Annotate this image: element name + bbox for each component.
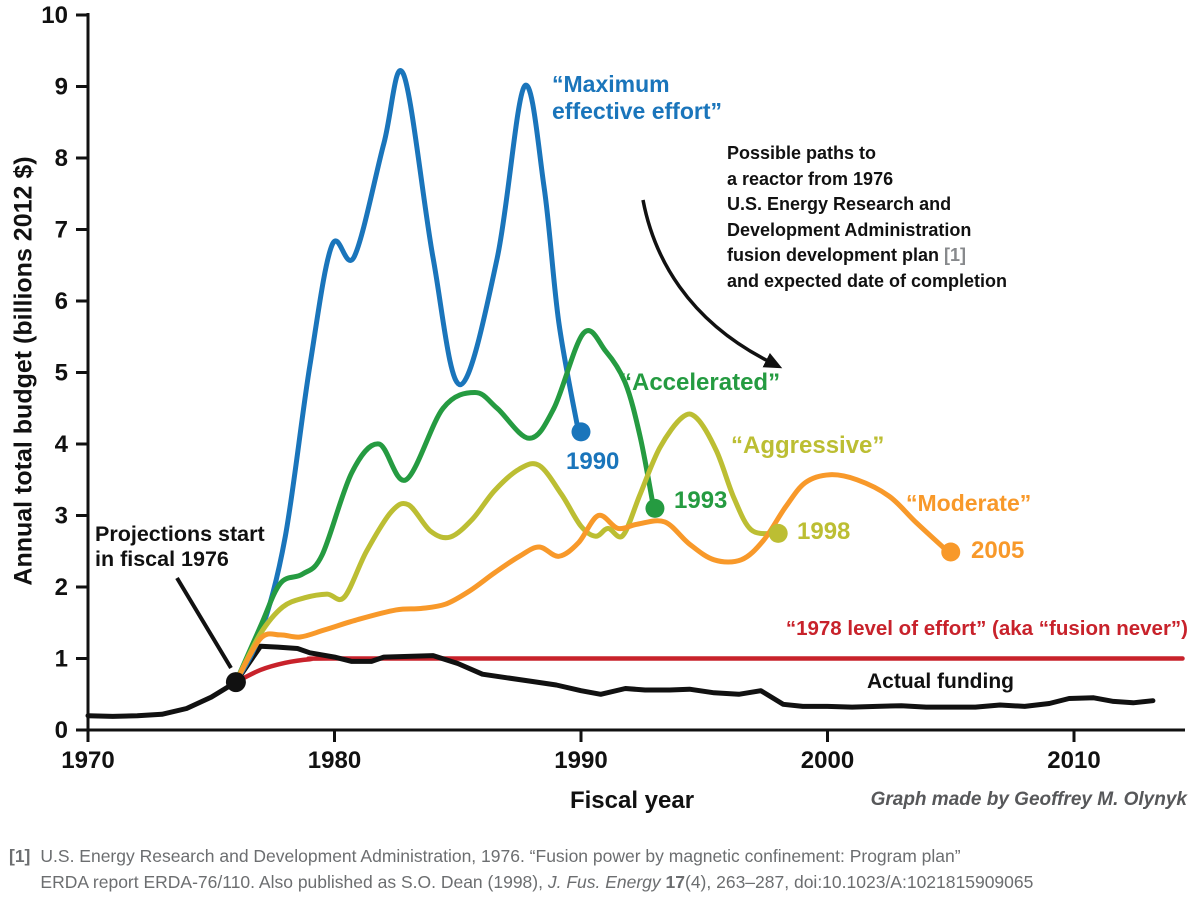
x-tick-label: 1990 xyxy=(554,747,607,774)
y-tick-label: 5 xyxy=(55,360,68,387)
credit-line: Graph made by Geoffrey M. Olynyk xyxy=(870,789,1187,810)
series-label-aggressive: “Aggressive” xyxy=(731,432,885,459)
x-tick-label: 2000 xyxy=(801,747,854,774)
y-tick-label: 0 xyxy=(55,717,68,744)
y-tick-label: 4 xyxy=(55,431,69,458)
y-tick-label: 7 xyxy=(55,217,68,244)
y-axis-title: Annual total budget (billions 2012 $) xyxy=(9,156,38,586)
annotation-line: U.S. Energy Research and xyxy=(727,194,952,214)
x-tick-label: 2010 xyxy=(1047,747,1100,774)
annotation-line: Possible paths to xyxy=(727,143,877,163)
series-path-accelerated xyxy=(233,328,657,685)
footnote-ref: [1] xyxy=(9,846,31,866)
annotation-line: fusion development plan [1] xyxy=(727,245,967,265)
series-path-fusion-never xyxy=(233,656,1185,685)
x-tick-label: 1970 xyxy=(61,747,114,774)
y-tick-label: 2 xyxy=(55,574,68,601)
tick-labels: 1970 1980 1990 2000 2010 0 1 2 3 4 5 6 7 8 9 10 xyxy=(41,2,1100,774)
footnote-journal: J. Fus. Energy xyxy=(547,872,666,892)
series-label-maximum-effective-effort: “Maximum effective effort” xyxy=(552,71,722,124)
footnote-line2-end: (4), 263–287, doi:10.1023/A:102181590906… xyxy=(685,872,1034,892)
endpoint-dot-moderate xyxy=(941,542,961,562)
annotation-line: Development Administration xyxy=(727,219,972,240)
annotation-line: a reactor from 1976 xyxy=(727,168,894,189)
completion-year-maximum-effective-effort: 1990 xyxy=(566,448,620,475)
x-axis-title: Fiscal year xyxy=(569,787,695,814)
possible-paths-annotation: Possible paths to a reactor from 1976 U.… xyxy=(727,141,1007,294)
y-tick-label: 9 xyxy=(55,74,68,101)
footnote-line1: U.S. Energy Research and Development Adm… xyxy=(40,846,961,866)
series-label-fusion-never: “1978 level of effort” (aka “fusion neve… xyxy=(785,617,1188,640)
annotation-line: and expected date of completion xyxy=(727,270,1008,291)
series-label-moderate: “Moderate” xyxy=(906,490,1032,516)
series-path-maximum-effective-effort xyxy=(233,68,581,685)
completion-year-accelerated: 1993 xyxy=(674,487,728,514)
projection-start-dot xyxy=(225,672,246,693)
budget-projections-chart: 1970 1980 1990 2000 2010 0 1 2 3 4 5 6 7 8 9 10 xyxy=(41,2,1185,774)
footnote: [1] U.S. Energy Research and Development… xyxy=(9,843,1033,895)
y-tick-label: 3 xyxy=(55,503,68,530)
footnote-volume: 17 xyxy=(665,872,685,892)
endpoint-dot-accelerated xyxy=(645,498,665,518)
series-path-aggressive xyxy=(233,411,777,685)
completion-year-aggressive: 1998 xyxy=(797,518,851,545)
projections-start-pointer-line xyxy=(175,576,233,670)
completion-year-moderate: 2005 xyxy=(971,537,1025,564)
endpoint-dot-maximum-effective-effort xyxy=(571,422,591,442)
y-tick-label: 6 xyxy=(55,288,68,315)
paths-note-arrow xyxy=(641,199,783,369)
series-label-actual-funding: Actual funding xyxy=(867,670,1014,693)
footnote-line2: ERDA report ERDA-76/110. Also published … xyxy=(40,872,548,892)
footnote-text: U.S. Energy Research and Development Adm… xyxy=(40,843,1033,895)
series-path-moderate xyxy=(233,472,951,685)
series-label-accelerated: “Accelerated” xyxy=(620,369,781,396)
y-tick-label: 1 xyxy=(55,646,68,673)
series-path-actual-funding xyxy=(85,643,1156,719)
x-tick-label: 1980 xyxy=(308,747,361,774)
endpoint-dot-aggressive xyxy=(768,523,788,543)
projections-start-annotation: Projections start in fiscal 1976 xyxy=(95,522,265,571)
tick-marks xyxy=(76,13,1076,742)
y-tick-label: 10 xyxy=(41,2,68,29)
y-tick-label: 8 xyxy=(55,145,68,172)
citation-ref: [1] xyxy=(944,245,967,265)
